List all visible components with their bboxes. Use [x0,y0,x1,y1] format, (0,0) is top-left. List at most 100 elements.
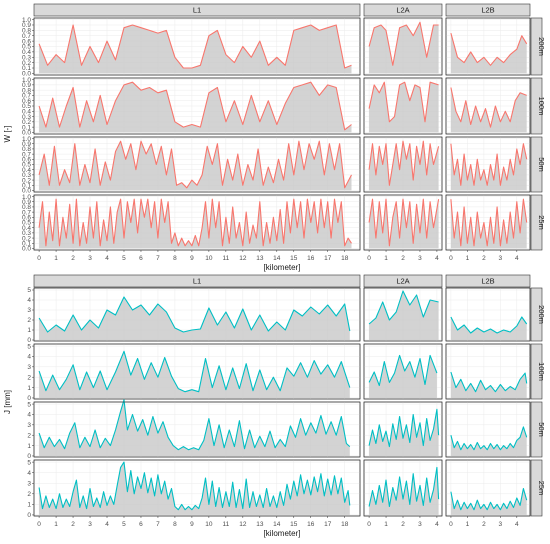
y-tick-label: 0.5 [22,103,31,110]
y-tick-label: 5 [27,401,31,408]
series-area-l2b-200m [450,33,527,74]
series-line-l1-25m [38,198,352,247]
bottom-chart-panel-grid: L1 L2A L2B200m012345100m01234550m01234525m… [3,274,546,538]
y-tick-label: 4 [27,412,31,419]
series-area-l1-25m [39,199,352,249]
y-tick-label: 3 [27,307,31,314]
series-line-l2b-25m [450,198,528,247]
series-line-l2b-100m [450,371,528,393]
y-tick-label: 0.9 [22,199,31,206]
series-line-l1-200m [38,296,351,333]
x-tick-label: 12 [239,255,247,262]
x-tick-label: 16 [307,521,315,528]
strip-label-l2b: L2B [481,277,494,286]
series-line-l2b-100m [450,87,527,128]
panel-border [33,136,361,193]
panel-border [363,77,443,135]
x-tick-label: 10 [205,521,213,528]
series-area-l1-25m [39,462,350,515]
x-tick-label: 8 [173,255,177,262]
y-tick-label: 0.1 [22,124,31,131]
series-line-l2b-25m [450,487,528,511]
x-tick-label: 3 [88,255,92,262]
x-tick-label: 4 [435,255,439,262]
strip-resolution [530,401,543,458]
y-tick-label: 0.2 [22,235,31,242]
panel-border [363,343,443,400]
y-tick-label: 0.4 [22,167,31,174]
y-tick-label: 1.0 [22,194,31,201]
y-tick-label: 0.4 [22,108,31,115]
x-tick-label: 15 [290,255,298,262]
x-tick-label: 1 [466,521,470,528]
y-tick-label: 0.9 [22,22,31,29]
series-line-l2a-25m [368,466,440,508]
strip-label-resolution: 100m [537,97,546,116]
series-area-l2b-50m [450,426,527,456]
series-line-l1-50m [38,140,352,189]
strip-resolution [530,77,543,135]
strip-resolution [530,136,543,193]
x-tick-label: 3 [418,255,422,262]
x-tick-label: 18 [341,521,349,528]
series-area-l2b-100m [450,372,527,398]
y-tick-label: 0.6 [22,215,31,222]
top-chart-panel-grid: L1 L2A L2B200m0.00.10.20.30.40.50.60.70.80… [3,3,546,272]
y-tick-label: 0.9 [22,141,31,148]
panel-border [363,17,443,76]
x-axis-title: [kilometer] [264,529,301,538]
x-tick-label: 13 [256,255,264,262]
panel-border [445,287,531,342]
panel-border [33,77,361,135]
y-tick-label: 3 [27,422,31,429]
panel-border [445,401,531,458]
x-tick-label: 14 [273,255,281,262]
y-tick-label: 1.0 [22,17,31,24]
strip-label-resolution: 200m [537,37,546,56]
panel-border [445,194,531,251]
x-tick-label: 3 [418,521,422,528]
strip-l2a [363,3,443,17]
series-line-l2a-100m [368,354,438,387]
series-area-l1-50m [39,141,352,191]
y-tick-label: 0.1 [22,240,31,247]
y-tick-label: 0.7 [22,33,31,40]
x-tick-label: 3 [499,521,503,528]
panel-border [445,17,531,76]
y-tick-label: 0.1 [22,182,31,189]
y-axis-title: J [mm] [3,390,12,414]
y-tick-label: 4 [27,354,31,361]
x-tick-label: 4 [515,521,519,528]
strip-label-l2a: L2A [396,277,409,286]
series-area-l1-200m [39,297,350,340]
x-tick-label: 7 [156,521,160,528]
series-area-l2b-25m [450,488,527,515]
strip-label-l2a: L2A [396,6,409,15]
strip-label-resolution: 25m [537,215,546,230]
y-tick-label: 0.8 [22,87,31,94]
y-tick-label: 0 [27,395,31,402]
y-tick-label: 5 [27,343,31,350]
series-line-l1-50m [38,399,351,451]
y-tick-label: 0.8 [22,204,31,211]
strip-resolution [530,194,543,251]
x-tick-label: 14 [273,521,281,528]
strip-resolution [530,343,543,400]
x-tick-label: 0 [367,255,371,262]
y-tick-label: 1 [27,327,31,334]
x-axis-title: [kilometer] [264,263,301,272]
x-tick-label: 7 [156,255,160,262]
y-tick-label: 0.2 [22,177,31,184]
y-tick-label: 0.5 [22,220,31,227]
strip-label-l1: L1 [193,6,201,15]
strip-resolution [530,287,543,342]
y-tick-label: 4 [27,297,31,304]
y-tick-label: 0.0 [22,130,31,137]
y-tick-label: 1.0 [22,136,31,143]
x-tick-label: 15 [290,521,298,528]
series-line-l2b-50m [450,426,528,451]
x-tick-label: 9 [190,521,194,528]
x-tick-label: 4 [515,255,519,262]
x-tick-label: 2 [482,255,486,262]
